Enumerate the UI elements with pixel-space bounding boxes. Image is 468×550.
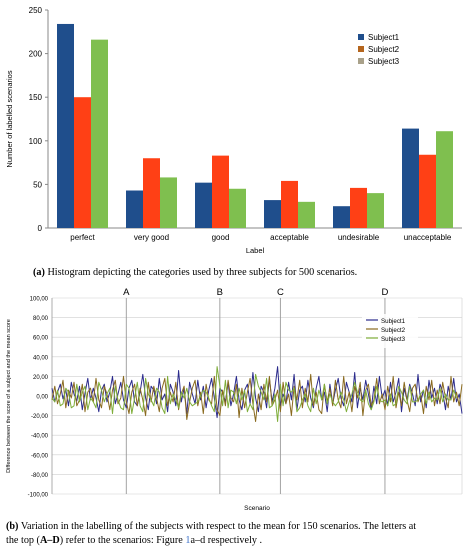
legend-swatch-subject3	[358, 58, 364, 64]
caption-b-text-line1: Variation in the labelling of the subjec…	[18, 521, 417, 532]
x-tick-label: acceptable	[270, 233, 309, 242]
x-tick-label: unacceptable	[404, 233, 452, 242]
variation-line-chart: 100,00 80,00 60,00 40,00 20,00 0,00 -20,00 -40,…	[6, 287, 463, 512]
caption-a-letter: (a)	[33, 267, 45, 278]
caption-b-figure-ref[interactable]: 1	[185, 534, 191, 546]
histogram-chart: 0 50 100 150 200 250 perfect very good good accep…	[5, 6, 462, 255]
y-tick-label: 100	[29, 137, 43, 146]
bar-subject2-perfect	[74, 97, 91, 228]
y-axis-label: Number of labelled scenarios	[5, 70, 14, 167]
y-tick-label: 20,00	[33, 375, 49, 381]
y-tick-label: -20,00	[31, 414, 49, 420]
caption-b-text-post: a–d respectively .	[190, 534, 263, 546]
bar-subject2-unacceptable	[419, 154, 436, 228]
bar-subject2-good	[212, 155, 229, 228]
bar-subject1-very-good	[126, 190, 143, 228]
caption-a: (a) Histogram depicting the categories u…	[33, 266, 463, 280]
y-tick-label: 250	[29, 6, 43, 15]
marker-label-a: A	[123, 287, 130, 298]
y-tick-label: 60,00	[33, 336, 49, 342]
caption-b: (b) Variation in the labelling of the su…	[6, 520, 466, 547]
bar-subject3-very-good	[160, 177, 177, 228]
marker-label-b: B	[217, 287, 223, 298]
caption-b-text-mid: ) refer to the scenarios: Figure	[59, 534, 186, 546]
bar-subject1-good	[195, 182, 212, 228]
series-line-subject3	[51, 366, 457, 422]
bar-subject3-perfect	[91, 39, 108, 229]
bar-subject2-undesirable	[350, 187, 367, 228]
caption-b-text-pre: the top (	[6, 534, 40, 546]
caption-b-range: A–D	[39, 534, 60, 546]
legend-swatch-subject2	[358, 46, 364, 52]
bar-subject1-undesirable	[333, 206, 350, 228]
x-tick-label: undesirable	[338, 233, 380, 242]
bar-subject2-very-good	[143, 158, 160, 228]
bar-subject3-acceptable	[298, 201, 315, 228]
y-tick-label: 150	[29, 93, 43, 102]
bar-subject1-perfect	[57, 23, 74, 229]
marker-label-c: C	[277, 287, 284, 298]
y-tick-label: -40,00	[31, 434, 49, 440]
y-tick-label: 100,00	[30, 297, 49, 303]
series-line-subject2	[51, 373, 463, 422]
caption-b-letter: (b)	[6, 521, 19, 532]
x-axis-label: Scenario	[244, 505, 270, 512]
bar-subject1-unacceptable	[402, 128, 419, 228]
bar-subject1-acceptable	[264, 200, 281, 228]
legend-swatch-subject1	[358, 34, 364, 40]
x-axis-label: Label	[246, 246, 265, 255]
bar-subject3-unacceptable	[436, 131, 453, 228]
x-tick-label: perfect	[70, 233, 95, 242]
x-tick-label: very good	[134, 233, 169, 242]
y-axis-label: Difference between the score of a subjec…	[6, 319, 12, 473]
legend-label-subject3: Subject3	[368, 57, 400, 66]
legend-label-subject1: Subject1	[381, 318, 406, 325]
y-tick-label: 0,00	[36, 395, 48, 401]
y-tick-label: -80,00	[31, 473, 49, 479]
y-tick-label: 200	[29, 50, 43, 59]
y-tick-label: 40,00	[33, 355, 49, 361]
legend-label-subject3: Subject3	[381, 336, 406, 343]
legend-label-subject2: Subject2	[381, 327, 406, 334]
y-tick-label: -100,00	[28, 493, 49, 499]
y-tick-label: 80,00	[33, 316, 49, 322]
marker-label-d: D	[382, 287, 389, 298]
bar-subject3-good	[229, 188, 246, 228]
bar-subject2-acceptable	[281, 180, 298, 228]
y-tick-label: 50	[33, 180, 42, 189]
bar-subject3-undesirable	[367, 193, 384, 228]
y-tick-label: -60,00	[31, 453, 49, 459]
legend-label-subject2: Subject2	[368, 45, 400, 54]
caption-a-text: Histogram depicting the categories used …	[44, 267, 358, 278]
y-tick-label: 0	[38, 224, 43, 233]
legend-label-subject1: Subject1	[368, 33, 400, 42]
x-tick-label: good	[212, 233, 230, 242]
